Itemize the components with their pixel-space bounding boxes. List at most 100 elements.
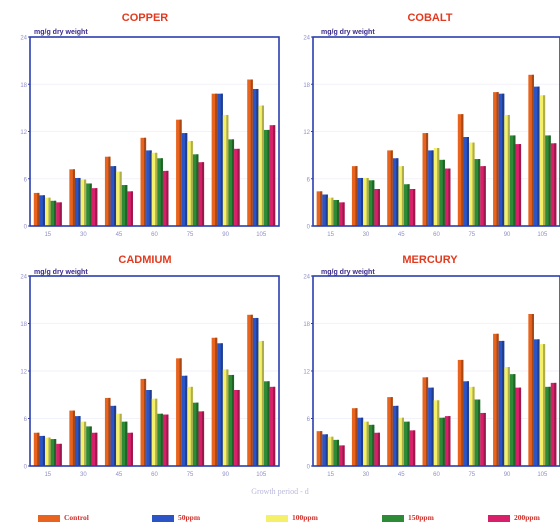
copper-bar-shade <box>89 183 92 226</box>
cobalt-bar-shade <box>442 159 445 226</box>
cobalt-bar-control-45 <box>387 150 393 226</box>
legend-label-200ppm: 200ppm <box>514 513 540 522</box>
cobalt-bar-shade <box>366 177 369 226</box>
cobalt-bar-50ppm-60 <box>428 150 434 226</box>
copper-bar-100ppm-30 <box>80 179 87 226</box>
copper-bar-200ppm-15 <box>56 202 62 226</box>
copper-x-tick-label: 105 <box>256 232 267 238</box>
mercury-y-axis-label: mg/g dry weight <box>321 269 375 276</box>
cobalt-bar-shade <box>331 197 334 226</box>
mercury-bar-shade <box>390 397 393 466</box>
mercury-bar-control-15 <box>316 431 323 466</box>
cobalt-x-tick-label: 90 <box>504 232 511 238</box>
cadmium-bar-control-60 <box>140 378 147 466</box>
mercury-bar-100ppm-90 <box>504 367 510 466</box>
mercury-bar-150ppm-45 <box>404 421 410 466</box>
mercury-bar-100ppm-15 <box>327 436 334 466</box>
legend-swatch-200ppm <box>488 515 510 522</box>
legend: Control 50ppm 100ppm 150ppm 200ppm <box>0 513 560 524</box>
cadmium-x-tick-label: 15 <box>44 472 51 478</box>
copper-bar-shade <box>250 79 253 227</box>
copper-bar-control-15 <box>33 192 40 226</box>
cobalt-chart-title: COBALT <box>407 12 453 24</box>
cobalt-bar-control-75 <box>457 114 464 226</box>
x-axis-title: Growth period - d <box>251 487 309 496</box>
cadmium-bar-shade <box>143 378 147 466</box>
cadmium-bar-shade <box>160 413 163 466</box>
cadmium-bar-shade <box>185 375 188 466</box>
cadmium-bar-shade <box>179 358 182 466</box>
copper-bar-shade <box>160 158 163 226</box>
cadmium-bar-50ppm-30 <box>74 416 81 466</box>
copper-y-tick-label: 6 <box>24 177 28 183</box>
mercury-bar-shade <box>513 374 516 466</box>
cobalt-bar-shade <box>407 184 410 226</box>
cadmium-x-tick-label: 90 <box>222 472 229 478</box>
cadmium-bar-200ppm-45 <box>127 432 133 466</box>
copper-bar-50ppm-75 <box>181 133 188 226</box>
cadmium-bar-shade <box>220 343 223 466</box>
cobalt-bar-shade <box>496 92 499 226</box>
cadmium-x-tick-label: 45 <box>116 472 123 478</box>
mercury-bar-shade <box>396 405 399 466</box>
cobalt-bar-100ppm-60 <box>433 148 440 226</box>
copper-bar-shade <box>267 129 270 226</box>
copper-x-tick-label: 45 <box>116 232 123 238</box>
cobalt-bar-100ppm-75 <box>468 142 475 226</box>
cobalt-bar-shade <box>461 114 464 226</box>
cobalt-bar-control-15 <box>316 191 323 226</box>
copper-bar-200ppm-45 <box>127 191 133 226</box>
mercury-bar-shade <box>331 436 334 466</box>
mercury-bar-shade <box>355 408 358 466</box>
mercury-y-tick-label: 18 <box>303 322 310 328</box>
mercury-bar-control-90 <box>493 333 499 466</box>
copper-bar-150ppm-75 <box>192 154 199 226</box>
mercury-bar-50ppm-105 <box>533 339 540 466</box>
mercury-bar-200ppm-105 <box>550 382 557 466</box>
cadmium-bar-200ppm-105 <box>269 386 276 466</box>
mercury-bar-50ppm-75 <box>463 381 469 466</box>
copper-bar-shade <box>119 171 122 226</box>
cadmium-bar-150ppm-15 <box>50 439 57 466</box>
copper-bar-shade <box>179 119 182 226</box>
copper-bar-200ppm-105 <box>269 125 276 226</box>
cadmium-bar-50ppm-45 <box>110 405 117 466</box>
copper-bar-shade <box>72 169 75 226</box>
cobalt-bar-shade <box>466 137 469 226</box>
cobalt-bar-50ppm-30 <box>357 177 364 226</box>
mercury-bar-100ppm-105 <box>539 344 546 466</box>
cadmium-bar-shade <box>231 374 235 466</box>
mercury-bar-shade <box>518 387 522 466</box>
cobalt-y-tick-label: 12 <box>303 130 310 136</box>
copper-bar-control-75 <box>176 119 182 226</box>
copper-bar-50ppm-60 <box>146 150 152 226</box>
legend-swatch-100ppm <box>266 515 288 522</box>
copper-bar-200ppm-90 <box>234 148 240 226</box>
cadmium-bar-shade <box>84 421 87 466</box>
cobalt-y-axis-label: mg/g dry weight <box>321 29 375 36</box>
cadmium-bar-shade <box>42 435 45 466</box>
cobalt-bar-shade <box>478 159 481 226</box>
cadmium-y-tick-label: 24 <box>20 275 27 281</box>
cadmium-bar-200ppm-90 <box>234 390 240 466</box>
cadmium-bar-shade <box>114 405 117 466</box>
legend-swatch-control <box>38 515 60 522</box>
copper-bar-50ppm-45 <box>110 166 117 226</box>
cobalt-bar-150ppm-60 <box>439 159 445 226</box>
mercury-bar-shade <box>377 432 380 466</box>
mercury-bar-shade <box>431 387 434 466</box>
copper-bar-100ppm-60 <box>151 152 158 226</box>
cobalt-bar-shade <box>361 177 364 226</box>
copper-bar-shade <box>78 177 81 226</box>
copper-bar-200ppm-75 <box>198 162 205 226</box>
cobalt-bar-shade <box>431 150 434 226</box>
mercury-y-tick-label: 6 <box>307 417 311 423</box>
mercury-bar-shade <box>537 339 540 466</box>
mercury-bar-shade <box>401 417 405 466</box>
cobalt-bar-50ppm-15 <box>322 194 328 226</box>
mercury-x-tick-label: 45 <box>398 472 405 478</box>
cadmium-y-tick-label: 0 <box>24 465 28 471</box>
cobalt-bar-50ppm-45 <box>392 158 399 226</box>
mercury-bar-200ppm-15 <box>339 445 345 466</box>
copper-bar-shade <box>201 162 205 226</box>
